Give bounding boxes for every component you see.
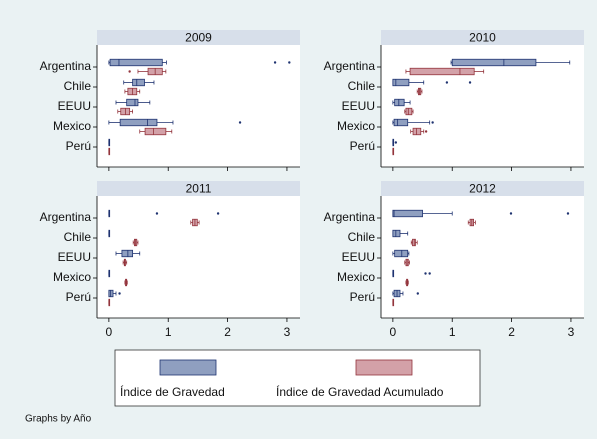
box: [393, 118, 409, 127]
x-tick-label: 0: [390, 325, 397, 339]
y-tick-label: EEUU: [58, 99, 91, 113]
y-tick-label: Mexico: [53, 270, 91, 284]
y-tick-label: Perú: [66, 139, 91, 153]
outlier: [155, 212, 159, 215]
box: [394, 98, 405, 107]
y-tick-label: EEUU: [58, 250, 91, 264]
box: [392, 78, 410, 87]
x-tick-label: 2: [508, 325, 515, 339]
box: [405, 107, 413, 116]
outlier: [118, 292, 121, 295]
x-tick-label: 3: [284, 325, 291, 339]
outlier: [431, 121, 434, 124]
panel-title-bar: [381, 181, 584, 196]
outlier: [509, 212, 513, 215]
box: [109, 58, 163, 67]
y-tick-label: Argentina: [324, 210, 376, 224]
x-tick-label: 1: [449, 325, 456, 339]
box: [392, 229, 401, 238]
box: [121, 249, 134, 258]
outlier: [424, 272, 427, 275]
y-tick-label: Perú: [66, 290, 91, 304]
outlier: [416, 292, 420, 295]
panel-title-bar: [97, 30, 300, 45]
y-tick-label: Chile: [64, 230, 92, 244]
outlier: [273, 61, 277, 64]
y-tick-label: Mexico: [53, 119, 91, 133]
y-tick-label: Argentina: [324, 59, 376, 73]
panel-title: 2009: [185, 31, 212, 45]
outlier: [424, 130, 428, 133]
panel-title: 2010: [469, 31, 496, 45]
legend-label: Índice de Gravedad: [120, 384, 225, 399]
legend-box: [114, 349, 481, 407]
note: Graphs by Año: [25, 414, 92, 425]
y-tick-label: Argentina: [40, 59, 92, 73]
x-tick-label: 3: [568, 325, 575, 339]
outlier: [216, 212, 220, 215]
y-tick-label: Chile: [64, 79, 92, 93]
outlier: [566, 212, 570, 215]
outlier: [468, 81, 472, 84]
y-tick-label: Perú: [350, 139, 375, 153]
legend-swatch: [159, 359, 217, 376]
box: [394, 249, 409, 258]
outlier: [394, 141, 398, 144]
box: [119, 118, 158, 127]
box: [126, 98, 139, 107]
legend-label: Índice de Gravedad Acumulado: [276, 384, 444, 399]
box: [144, 127, 167, 136]
x-tick-label: 2: [224, 325, 231, 339]
panel-title-bar: [97, 181, 300, 196]
panel-title: 2012: [469, 182, 496, 196]
y-tick-label: EEUU: [342, 99, 375, 113]
outlier: [128, 70, 131, 73]
outlier: [238, 121, 242, 124]
box: [132, 78, 145, 87]
legend-swatch: [355, 359, 413, 376]
y-tick-label: Mexico: [337, 270, 375, 284]
panel-title: 2011: [186, 182, 212, 196]
x-tick-label: 0: [106, 325, 113, 339]
box: [451, 58, 537, 67]
outlier: [288, 61, 291, 64]
box: [392, 209, 423, 218]
box: [409, 67, 475, 76]
outlier: [428, 272, 431, 275]
y-tick-label: Argentina: [40, 210, 92, 224]
y-tick-label: Perú: [350, 290, 375, 304]
panel-title-bar: [381, 30, 584, 45]
outlier: [445, 81, 449, 84]
y-tick-label: Chile: [348, 79, 376, 93]
y-tick-label: EEUU: [342, 250, 375, 264]
x-tick-label: 1: [165, 325, 172, 339]
y-tick-label: Chile: [348, 230, 376, 244]
y-tick-label: Mexico: [337, 119, 375, 133]
